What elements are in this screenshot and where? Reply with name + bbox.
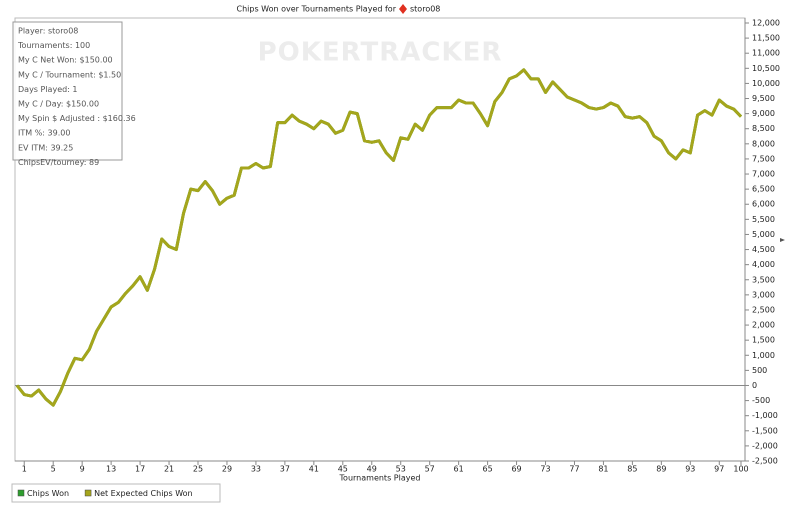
x-tick-label: 77 (569, 465, 579, 474)
y-tick-label: 3,000 (752, 290, 775, 299)
info-box: Player: storo08 Tournaments: 100 My C Net … (12, 21, 136, 167)
info-line: My Spin $ Adjusted : $160.36 (18, 114, 136, 123)
y-tick-label: -1,500 (752, 426, 778, 435)
y-tick-label: 5,000 (752, 230, 775, 239)
info-line: ITM %: 39.00 (18, 129, 70, 138)
x-tick-label: 69 (511, 465, 521, 474)
legend-box (11, 483, 221, 503)
y-tick-label: 0 (752, 381, 757, 390)
y-tick-label: 3,500 (752, 275, 775, 284)
x-tick-label: 45 (338, 465, 348, 474)
x-tick-label: 53 (396, 465, 406, 474)
y-tick-label: 6,500 (752, 185, 775, 194)
y-tick-label: 7,000 (752, 170, 775, 179)
watermark: POKERTRACKER (258, 38, 503, 68)
y-tick-label: 4,000 (752, 260, 775, 269)
chart-title-player: storo08 (410, 5, 440, 14)
y-tick-label: -1,000 (752, 411, 778, 420)
x-axis-label: Tournaments Played (339, 474, 421, 483)
y-tick-label: 9,000 (752, 109, 775, 118)
info-line: ChipsEV/tourney: 89 (18, 158, 99, 167)
chart-title: Chips Won over Tournaments Played for (237, 5, 397, 14)
x-tick-label: 41 (309, 465, 319, 474)
y-tick-label: 1,000 (752, 351, 775, 360)
x-tick-label: 1 (22, 465, 27, 474)
y-tick-label: 12,000 (752, 19, 780, 28)
x-tick-label: 13 (106, 465, 116, 474)
info-box-bg (12, 21, 123, 161)
y-tick-label: 11,500 (752, 34, 780, 43)
y-tick-label: 2,000 (752, 321, 775, 330)
x-tick-label: 93 (685, 465, 695, 474)
info-line: Tournaments: 100 (17, 41, 90, 50)
y-tick-label: 7,500 (752, 154, 775, 163)
y-tick-label: -2,500 (752, 457, 778, 466)
y-tick-label: 10,500 (752, 64, 780, 73)
x-tick-label: 29 (222, 465, 232, 474)
legend-swatch (17, 489, 25, 497)
x-tick-label: 61 (454, 465, 464, 474)
info-line: My C / Tournament: $1.50 (18, 70, 121, 79)
info-line: My C Net Won: $150.00 (18, 56, 113, 65)
x-tick-label: 73 (540, 465, 550, 474)
x-tick-label: 9 (80, 465, 85, 474)
info-line: My C / Day: $150.00 (18, 100, 99, 109)
x-tick-label: 5 (51, 465, 56, 474)
legend-label: Chips Won (27, 489, 69, 498)
x-tick-label: 21 (164, 465, 174, 474)
x-tick-label: 100 (733, 465, 748, 474)
y-tick-label: 2,500 (752, 305, 775, 314)
x-tick-label: 81 (598, 465, 608, 474)
y-tick-label: 8,000 (752, 139, 775, 148)
y-tick-label: 500 (752, 366, 767, 375)
legend-label: Net Expected Chips Won (94, 489, 193, 498)
info-line: EV ITM: 39.25 (18, 143, 73, 152)
y-tick-label: 6,000 (752, 200, 775, 209)
x-tick-label: 33 (251, 465, 261, 474)
y-tick-label: -500 (752, 396, 770, 405)
cursor (780, 238, 785, 242)
x-tick-label: 17 (135, 465, 145, 474)
y-tick-label: 1,500 (752, 336, 775, 345)
x-tick-label: 37 (280, 465, 290, 474)
series-line (15, 68, 743, 407)
x-tick-label: 49 (367, 465, 377, 474)
x-tick-label: 57 (425, 465, 435, 474)
y-tick-label: 11,000 (752, 49, 780, 58)
x-tick-label: 89 (656, 465, 666, 474)
info-line: Days Played: 1 (18, 85, 78, 94)
y-tick-label: -2,000 (752, 441, 778, 450)
y-tick-label: 10,000 (752, 79, 780, 88)
info-line: Player: storo08 (18, 27, 78, 36)
player-icon (399, 4, 407, 14)
legend-swatch (84, 489, 92, 497)
x-tick-label: 85 (627, 465, 637, 474)
x-tick-label: 25 (193, 465, 203, 474)
y-tick-label: 9,500 (752, 94, 775, 103)
y-tick-label: 4,500 (752, 245, 775, 254)
x-tick-label: 97 (714, 465, 724, 474)
y-tick-label: 8,500 (752, 124, 775, 133)
plot-area (14, 17, 746, 462)
x-tick-label: 65 (483, 465, 493, 474)
y-tick-label: 5,500 (752, 215, 775, 224)
